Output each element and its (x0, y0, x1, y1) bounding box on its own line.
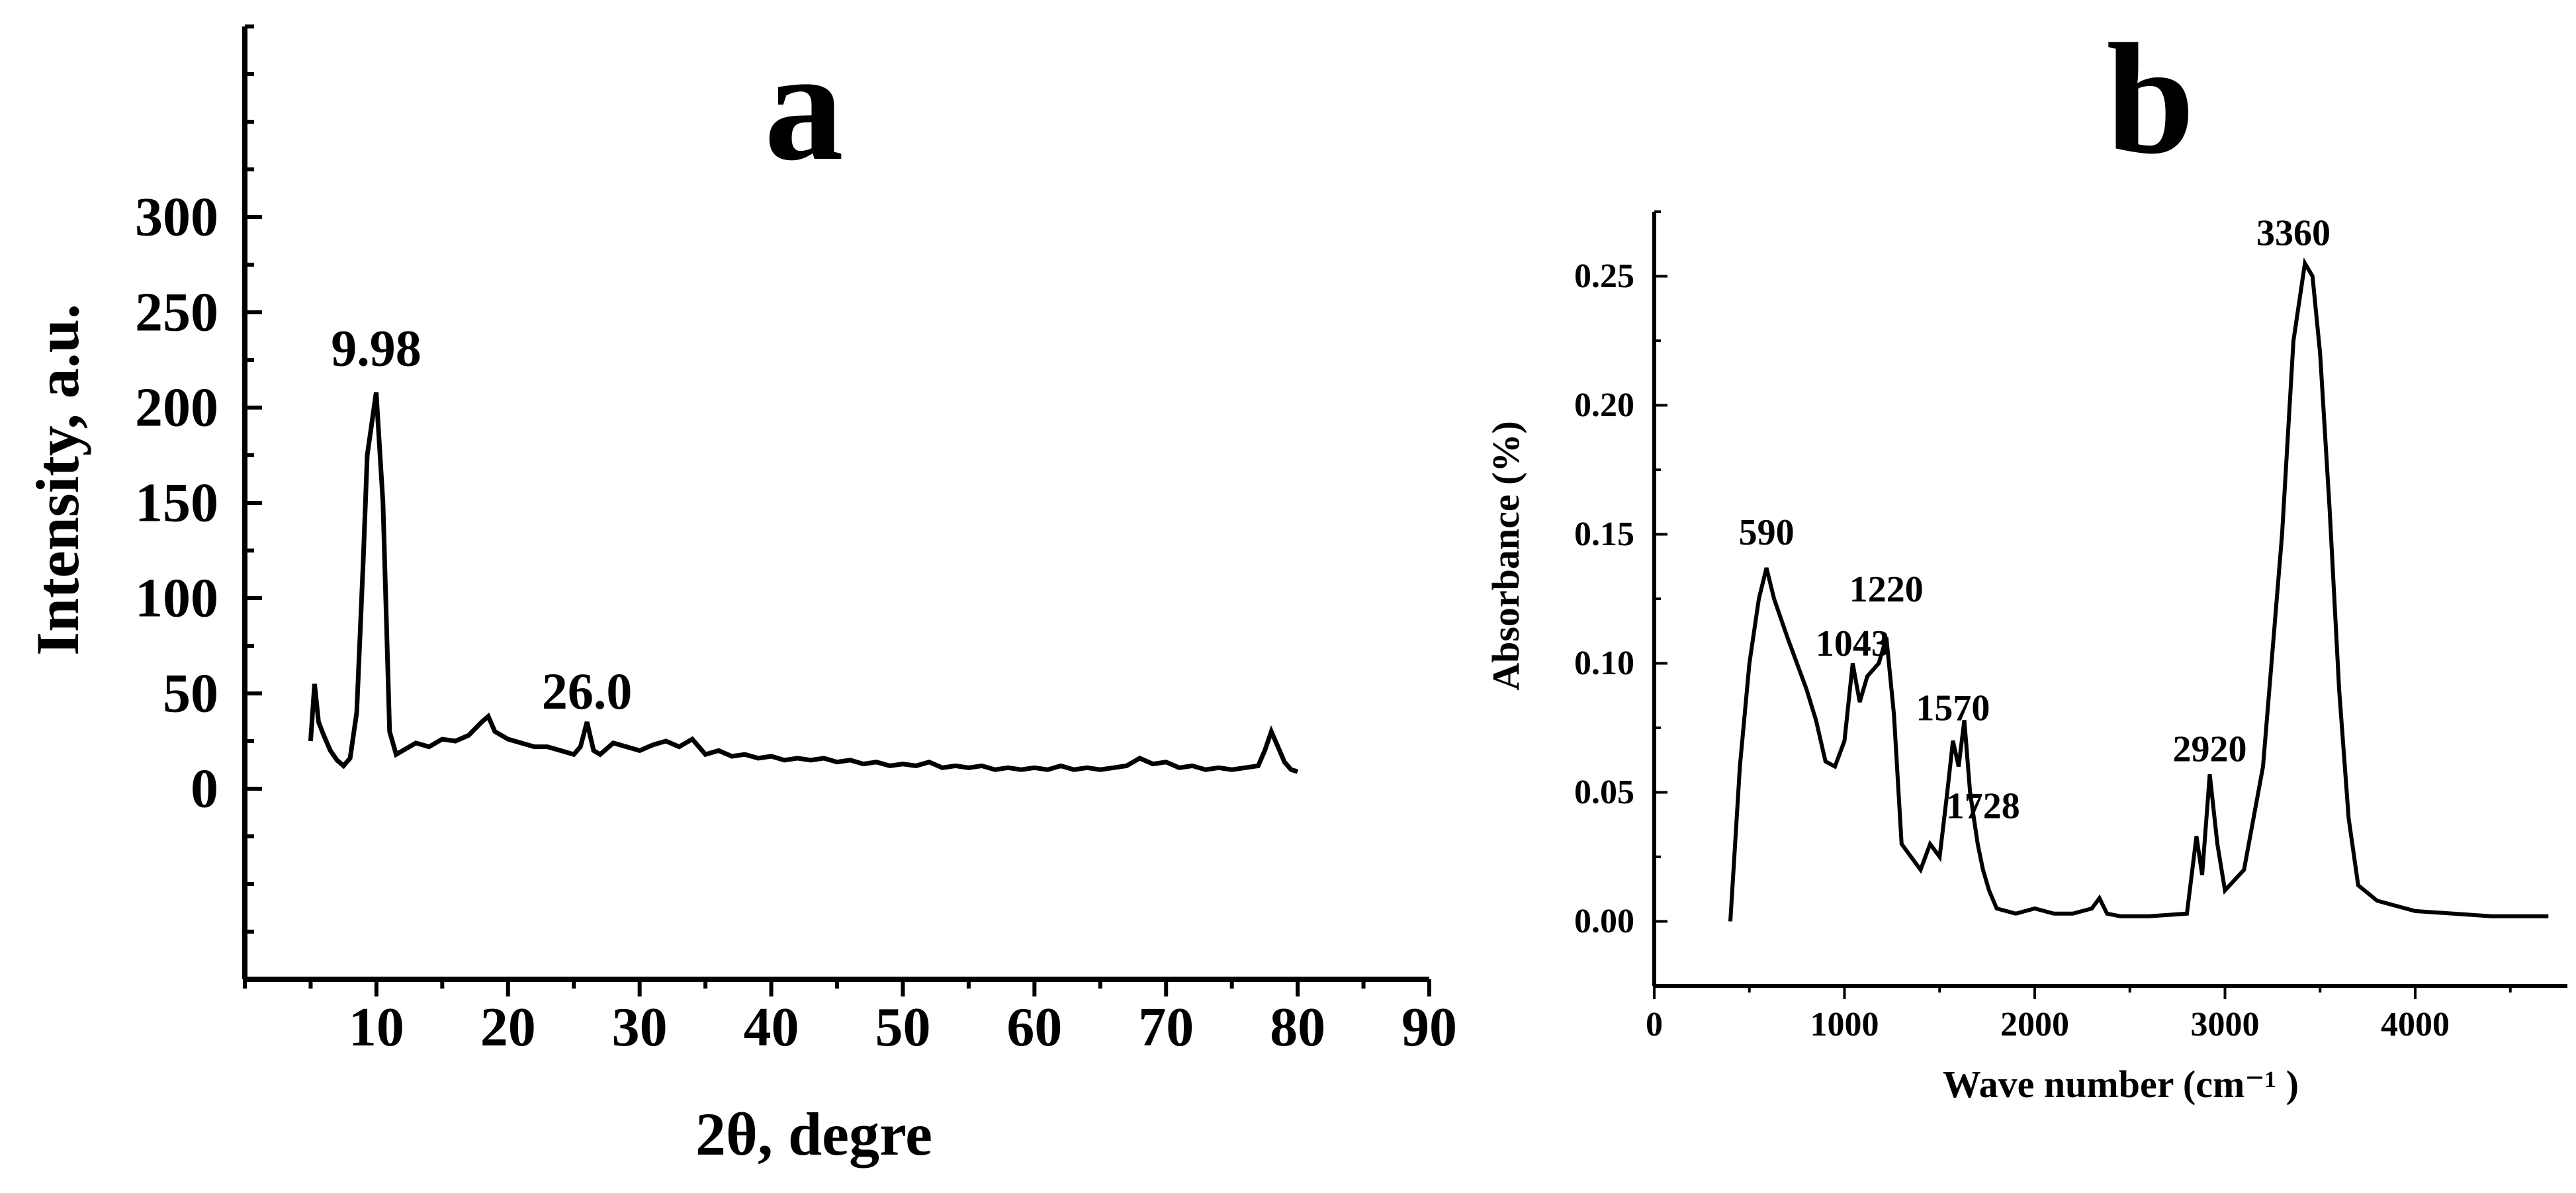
x-tick-label: 30 (612, 996, 668, 1058)
peak-label: 2920 (2173, 729, 2247, 770)
x-tick-label: 40 (744, 996, 799, 1058)
x-tick-label: 80 (1270, 996, 1325, 1058)
y-tick-label: 200 (135, 377, 218, 439)
panel-b-x-ticks: 0 1000 2000 3000 4000 (1646, 986, 2512, 1043)
y-tick-label: 250 (135, 282, 218, 343)
y-tick-label: 50 (163, 663, 218, 725)
panel-b-y-ticks: 0.00 0.05 0.10 0.15 0.20 0.25 (1574, 210, 1667, 987)
x-tick-label: 0 (1646, 1006, 1663, 1043)
y-tick-label: 0 (191, 758, 218, 820)
y-tick-label: 150 (135, 472, 218, 534)
y-tick-label: 0.15 (1574, 515, 1634, 553)
panel-b: b 0.00 0.05 0.10 0.15 0.20 0.25 0 1000 2000 3000… (1484, 11, 2567, 1106)
peak-label: 26.0 (542, 662, 633, 720)
x-tick-label: 60 (1006, 996, 1062, 1058)
panel-a-x-axis-label: 2θ, degre (695, 1100, 932, 1168)
peak-label: 1570 (1916, 687, 1990, 729)
x-tick-label: 2000 (2000, 1006, 2069, 1043)
x-tick-label: 70 (1138, 996, 1194, 1058)
peak-label: 3360 (2256, 213, 2331, 254)
panel-a-y-ticks: 0 50 100 150 200 250 300 (135, 24, 262, 981)
peak-label: 1043 (1816, 623, 1890, 664)
y-tick-label: 0.10 (1574, 644, 1634, 682)
panel-b-label: b (2106, 11, 2194, 187)
x-tick-label: 50 (875, 996, 930, 1058)
y-tick-label: 0.20 (1574, 386, 1634, 424)
panel-a-label: a (764, 17, 844, 193)
panel-a-y-axis-label: Intensity, a.u. (24, 304, 91, 656)
y-tick-label: 100 (135, 568, 218, 629)
peak-label: 9.98 (331, 320, 422, 377)
panel-a-x-ticks: 10 20 30 40 50 60 70 80 90 (243, 979, 1457, 1058)
panel-a-series-line (308, 392, 1299, 774)
peak-label: 1728 (1946, 786, 2020, 827)
x-tick-label: 90 (1401, 996, 1457, 1058)
y-tick-label: 300 (135, 187, 218, 248)
y-tick-label: 0.25 (1574, 257, 1634, 295)
panel-b-series-line (1728, 257, 2549, 922)
y-tick-label: 0.00 (1574, 903, 1634, 940)
panel-b-x-axis-label: Wave number (cm⁻¹ ) (1943, 1063, 2299, 1106)
panel-b-annotations: 590 1043 1220 1570 1728 2920 3360 (1739, 213, 2331, 827)
x-tick-label: 3000 (2191, 1006, 2260, 1043)
x-tick-label: 1000 (1810, 1006, 1879, 1043)
panel-b-axes (1652, 212, 2567, 988)
panel-b-y-axis-label: Absorbance (%) (1484, 421, 1527, 691)
peak-label: 1220 (1849, 569, 1924, 610)
peak-label: 590 (1739, 512, 1795, 553)
panel-a-annotations: 9.98 26.0 (331, 320, 632, 720)
x-tick-label: 20 (480, 996, 536, 1058)
y-tick-label: 0.05 (1574, 773, 1634, 811)
x-tick-label: 10 (349, 996, 404, 1058)
x-tick-label: 4000 (2381, 1006, 2450, 1043)
